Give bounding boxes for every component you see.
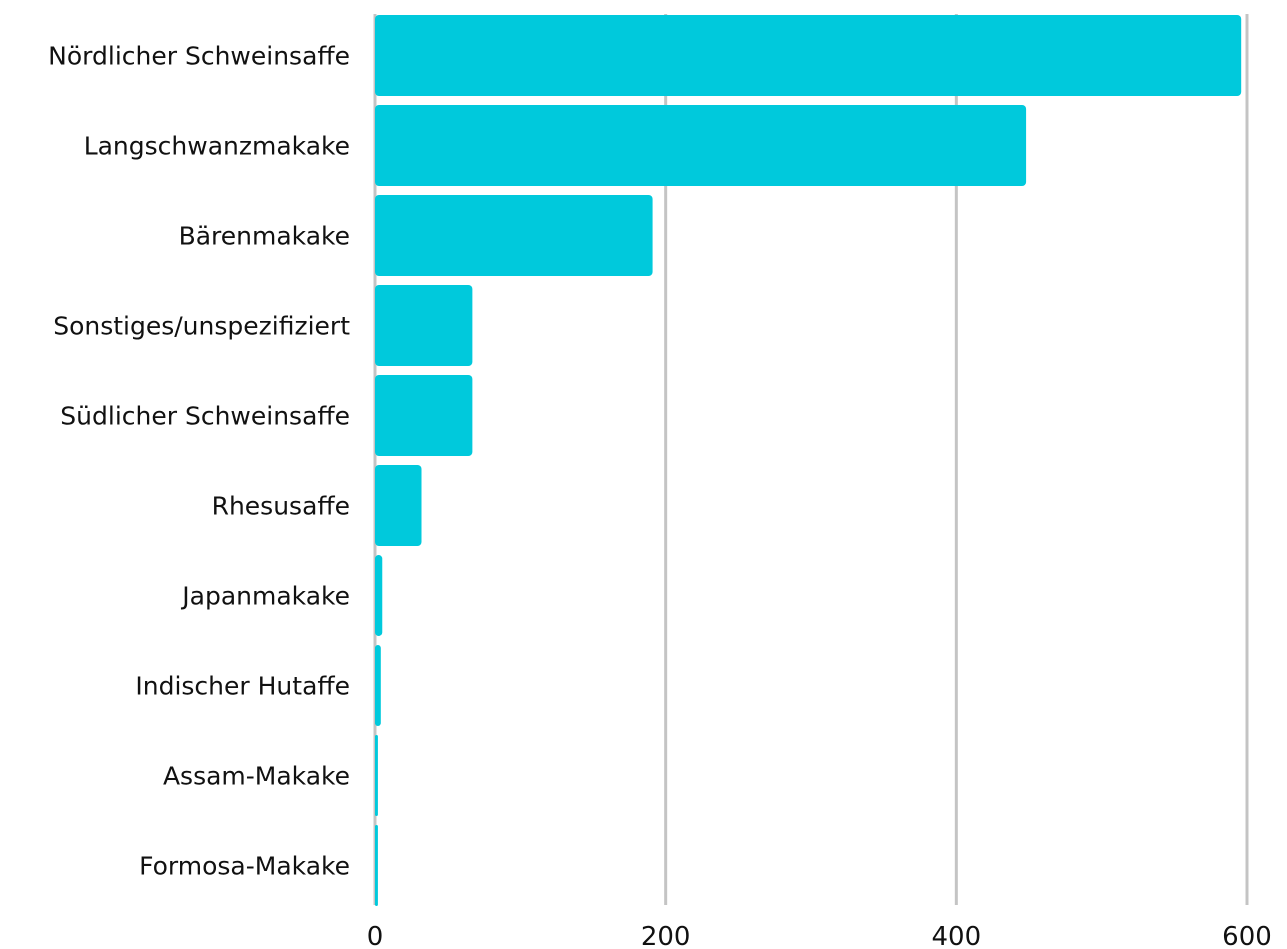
bar	[375, 825, 378, 906]
x-axis-ticks: 0 200 400 600	[367, 922, 1272, 949]
category-label: Assam-Makake	[163, 762, 350, 791]
category-labels: Nördlicher Schweinsaffe Langschwanzmakake…	[48, 42, 350, 881]
category-label: Südlicher Schweinsaffe	[60, 402, 350, 431]
category-label: Japanmakake	[180, 582, 350, 611]
x-tick-label: 600	[1222, 922, 1272, 949]
bar	[375, 195, 653, 276]
x-tick-label: 200	[641, 922, 691, 949]
x-tick-label: 400	[932, 922, 982, 949]
bar	[375, 375, 473, 456]
bar	[375, 105, 1027, 186]
bar	[375, 15, 1242, 96]
bar	[375, 465, 422, 546]
category-label: Langschwanzmakake	[84, 132, 350, 161]
bar	[375, 735, 378, 816]
category-label: Indischer Hutaffe	[135, 672, 350, 701]
category-label: Sonstiges/unspezifiziert	[53, 312, 350, 341]
category-label: Rhesusaffe	[212, 492, 350, 521]
x-tick-label: 0	[367, 922, 384, 949]
category-label: Nördlicher Schweinsaffe	[48, 42, 350, 71]
category-label: Bärenmakake	[179, 222, 350, 251]
category-label: Formosa-Makake	[139, 852, 350, 881]
bar	[375, 285, 473, 366]
bars-layer	[375, 15, 1242, 906]
bar	[375, 555, 383, 636]
bar	[375, 645, 381, 726]
